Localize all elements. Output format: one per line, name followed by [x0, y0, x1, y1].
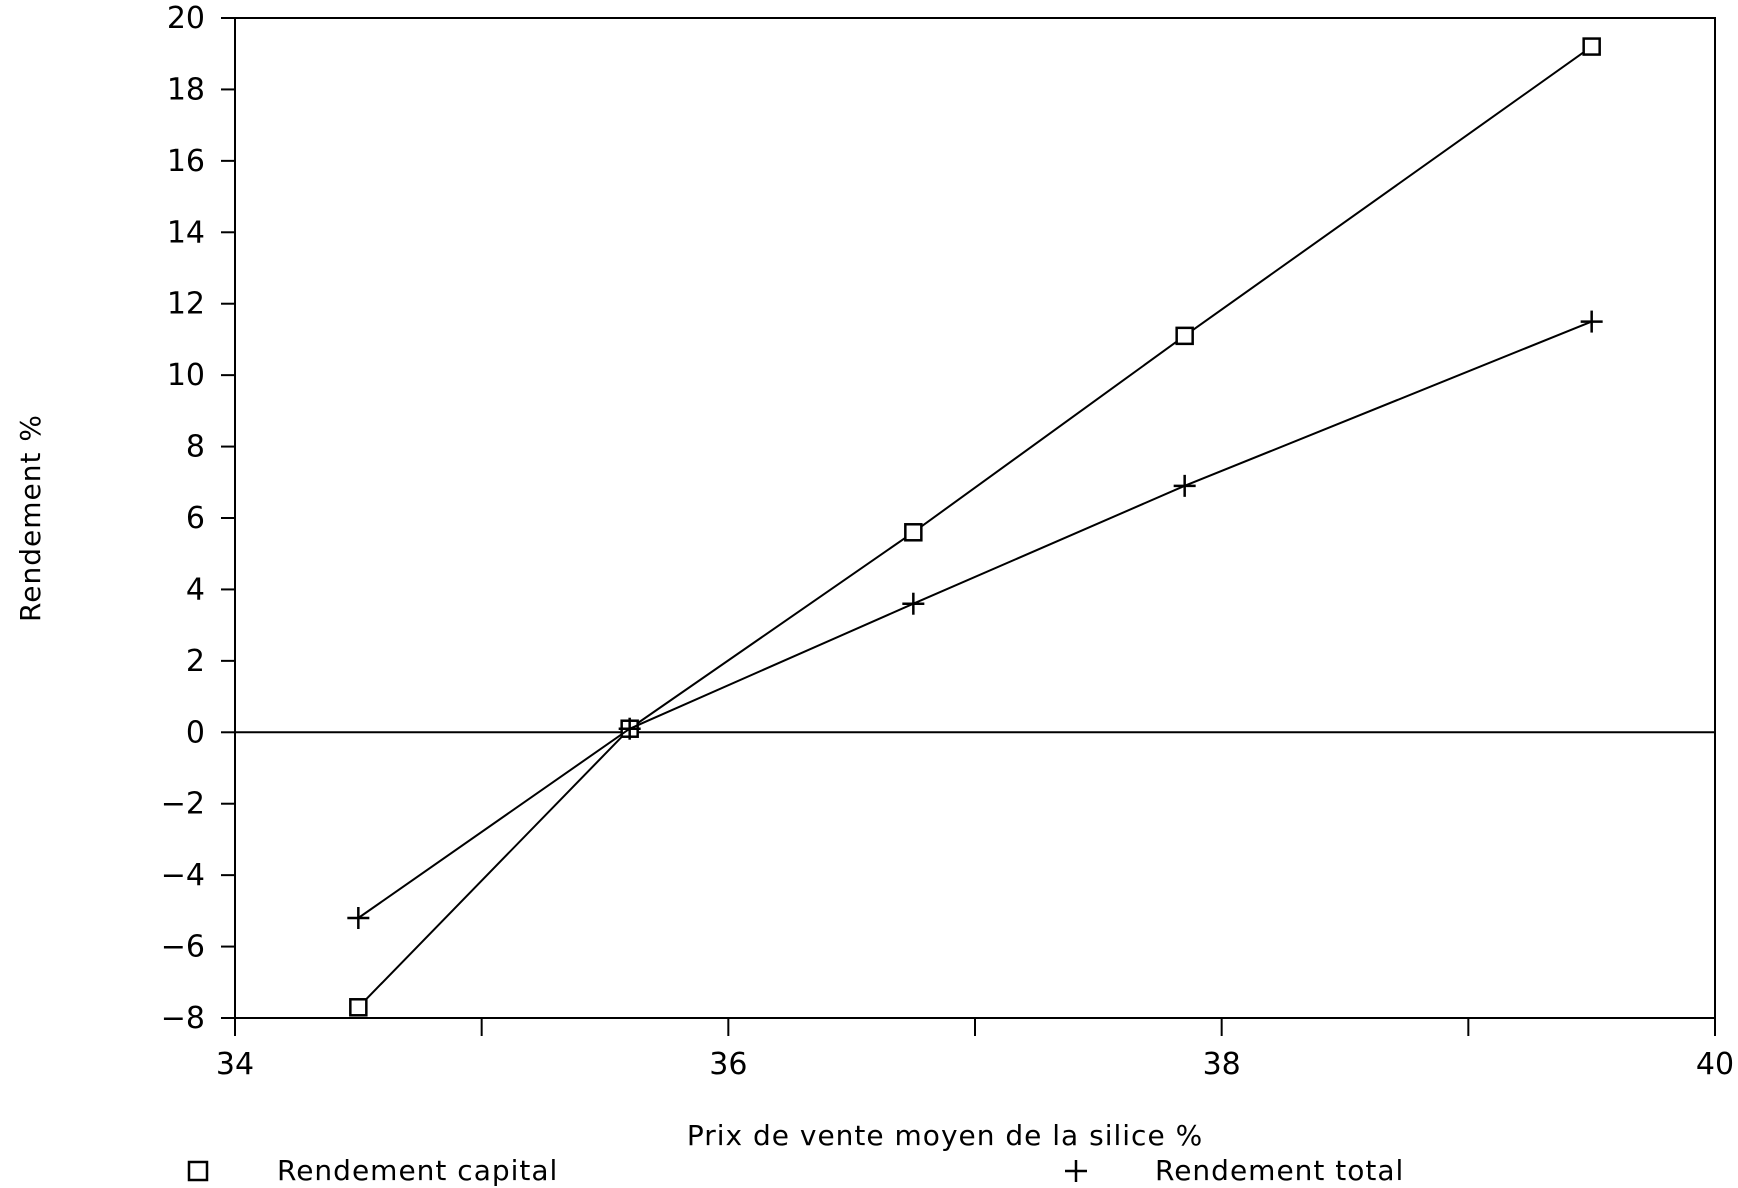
data-point-square — [1582, 37, 1601, 56]
x-tick-label: 36 — [709, 1047, 747, 1082]
x-axis: 34 36 38 40 — [216, 1018, 1734, 1082]
plot-frame — [234, 17, 1716, 1019]
series-line-0 — [357, 45, 1593, 1008]
x-tick-label: 40 — [1696, 1047, 1734, 1082]
legend-label-capital: Rendement capital — [277, 1154, 558, 1187]
y-axis: −8 −6 −4 −2 0 2 4 6 8 10 12 14 16 18 20 — [161, 1, 235, 1036]
plus-marker-icon — [1065, 1160, 1087, 1182]
y-tick-label: 6 — [186, 501, 205, 536]
y-tick-label: 4 — [186, 572, 205, 607]
data-point-square — [1175, 326, 1194, 346]
y-tick-label: 12 — [167, 287, 205, 322]
data-point-plus — [347, 907, 370, 929]
y-tick-label: −2 — [161, 787, 205, 822]
legend-item-total: Rendement total — [1065, 1154, 1404, 1187]
y-tick-label: 10 — [167, 358, 205, 393]
y-tick-label: 0 — [186, 715, 205, 750]
y-tick-label: −8 — [161, 1001, 205, 1036]
y-tick-label: 18 — [167, 72, 205, 107]
y-tick-label: 2 — [186, 644, 205, 679]
x-tick-label: 34 — [216, 1047, 254, 1082]
x-axis-title: Prix de vente moyen de la silice % — [687, 1119, 1203, 1152]
data-point-plus — [1580, 310, 1603, 333]
data-point-plus — [618, 717, 641, 740]
data-point-plus — [1173, 474, 1196, 497]
square-marker-icon — [187, 1160, 209, 1182]
y-tick-label: −6 — [161, 930, 205, 965]
y-tick-label: 8 — [186, 430, 205, 465]
data-point-plus — [902, 592, 925, 615]
y-tick-label: 20 — [167, 1, 205, 36]
data-point-square — [904, 523, 923, 542]
y-tick-label: 14 — [167, 215, 205, 250]
plot-area: −8 −6 −4 −2 0 2 4 6 8 10 12 14 16 18 20 34 36 38 40 — [161, 1, 1734, 1082]
data-point-square — [349, 998, 368, 1017]
y-tick-label: 16 — [167, 144, 205, 179]
x-tick-label: 38 — [1203, 1047, 1241, 1082]
y-tick-label: −4 — [161, 858, 205, 893]
legend: Rendement capital Rendement total — [187, 1154, 1404, 1187]
series-layer — [347, 37, 1603, 1017]
legend-item-capital: Rendement capital — [187, 1154, 558, 1187]
series-line-1 — [357, 320, 1593, 919]
y-axis-title: Rendement % — [14, 414, 47, 622]
legend-label-total: Rendement total — [1155, 1154, 1404, 1187]
